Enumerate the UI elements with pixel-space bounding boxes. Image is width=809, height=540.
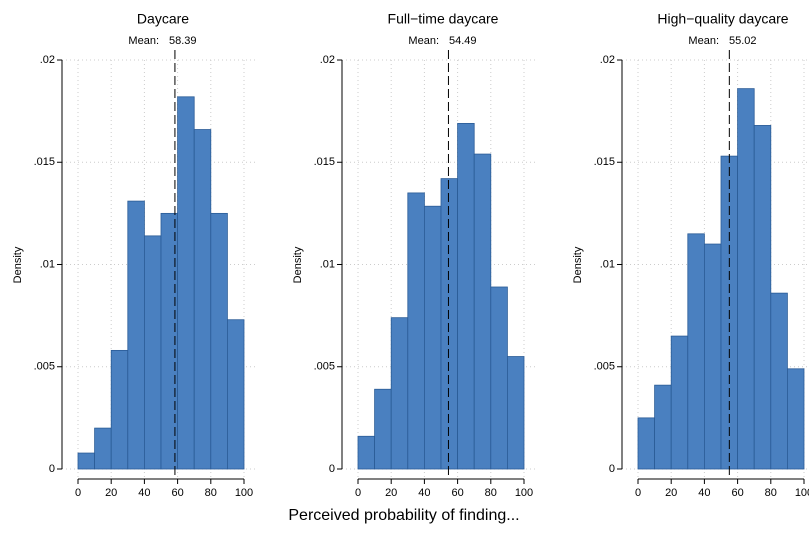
bar	[687, 233, 705, 470]
panel-title: High−quality daycare	[657, 11, 788, 27]
panel-title: Daycare	[137, 11, 189, 27]
y-axis-label: Density	[292, 246, 304, 283]
x-tick-label: 100	[515, 487, 533, 499]
y-tick-label: .015	[314, 156, 335, 168]
bar	[770, 292, 788, 470]
bar	[737, 88, 755, 470]
y-tick-label: .01	[600, 258, 615, 270]
bar	[654, 384, 672, 470]
y-axis-label: Density	[572, 246, 584, 283]
bar	[457, 122, 475, 470]
x-tick-label: 80	[485, 487, 497, 499]
x-tick-label: 20	[105, 487, 117, 499]
mean-value: 54.49	[449, 35, 477, 47]
bar	[127, 200, 145, 470]
bar	[110, 349, 129, 470]
bar	[753, 125, 772, 470]
y-tick-label: 0	[609, 463, 615, 475]
mean-label: Mean:	[128, 35, 159, 47]
x-tick-label: 20	[385, 487, 397, 499]
x-tick-label: 60	[451, 487, 463, 499]
panel-title: Full−time daycare	[388, 11, 499, 27]
bar	[77, 452, 96, 470]
mean-label: Mean:	[408, 35, 439, 47]
mean-label: Mean:	[688, 35, 719, 47]
y-tick-label: 0	[49, 463, 55, 475]
y-tick-label: .01	[40, 258, 55, 270]
x-tick-label: 0	[355, 487, 361, 499]
bar	[193, 129, 212, 470]
x-tick-label: 20	[665, 487, 677, 499]
x-tick-label: 100	[235, 487, 253, 499]
bar	[143, 235, 162, 470]
bar	[490, 286, 508, 470]
x-tick-label: 40	[698, 487, 710, 499]
bar	[670, 335, 689, 470]
x-tick-label: 80	[765, 487, 777, 499]
x-tick-label: 80	[205, 487, 217, 499]
y-tick-label: .005	[314, 361, 335, 373]
bar	[704, 243, 722, 470]
bar	[390, 317, 409, 470]
x-tick-label: 0	[75, 487, 81, 499]
y-tick-label: .015	[34, 156, 55, 168]
bar	[440, 178, 459, 470]
x-tick-label: 60	[731, 487, 743, 499]
bar	[473, 153, 492, 470]
x-tick-label: 60	[171, 487, 183, 499]
bar	[506, 356, 525, 470]
bar	[407, 192, 425, 470]
x-tick-label: 40	[418, 487, 430, 499]
bar	[357, 435, 376, 470]
mean-value: 58.39	[169, 35, 197, 47]
y-tick-label: .015	[594, 156, 615, 168]
x-tick-label: 0	[635, 487, 641, 499]
shared-x-label: Perceived probability of finding...	[288, 507, 519, 524]
mean-value: 55.02	[729, 35, 757, 47]
y-tick-label: 0	[329, 463, 335, 475]
x-tick-label: 100	[795, 487, 809, 499]
y-tick-label: .005	[34, 361, 55, 373]
bar	[423, 205, 442, 470]
bar	[637, 417, 656, 470]
bar	[210, 212, 228, 470]
bar	[177, 96, 195, 470]
bar	[374, 388, 392, 470]
y-tick-label: .01	[320, 258, 335, 270]
bar	[787, 368, 805, 470]
y-tick-label: .005	[594, 361, 615, 373]
y-tick-label: .02	[320, 54, 335, 66]
bar	[94, 427, 112, 470]
x-tick-label: 40	[138, 487, 150, 499]
bar	[226, 319, 245, 470]
y-axis-label: Density	[12, 246, 24, 283]
y-tick-label: .02	[600, 54, 615, 66]
y-tick-label: .02	[40, 54, 55, 66]
